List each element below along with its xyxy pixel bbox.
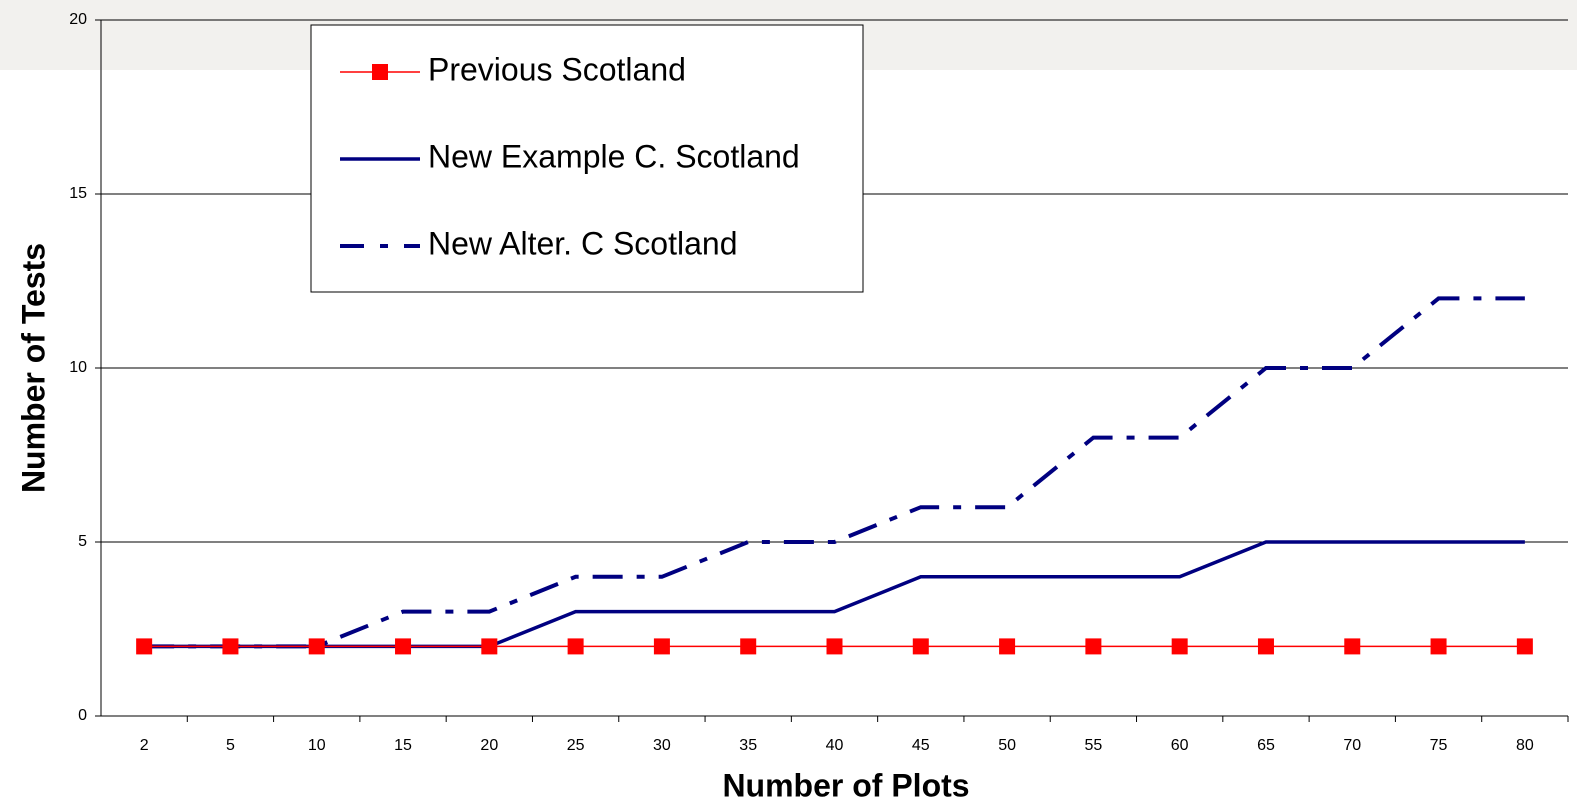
series-line	[144, 296, 1525, 649]
x-axis-title: Number of Plots	[722, 767, 969, 803]
y-tick-label: 0	[78, 707, 87, 724]
x-tick-label: 25	[567, 737, 585, 754]
x-tick-label: 35	[739, 737, 757, 754]
legend-label: Previous Scotland	[428, 51, 686, 87]
x-tick-label: 65	[1257, 737, 1275, 754]
x-tick-label: 30	[653, 737, 671, 754]
x-tick-label: 70	[1343, 737, 1361, 754]
marker	[653, 638, 670, 655]
legend: Previous Scotland New Example C. Scotland…	[310, 24, 864, 293]
marker	[222, 638, 239, 655]
y-axis-title: Number of Tests	[15, 243, 51, 493]
marker	[567, 638, 584, 655]
x-tick-label: 5	[226, 737, 235, 754]
legend-label: New Alter. C Scotland	[428, 225, 737, 261]
marker	[1171, 638, 1188, 655]
marker	[1430, 638, 1447, 655]
x-tick-label: 15	[394, 737, 412, 754]
marker	[826, 638, 843, 655]
marker	[395, 638, 412, 655]
x-tick-label: 80	[1516, 737, 1534, 754]
marker	[1344, 638, 1361, 655]
x-tick-label: 55	[1084, 737, 1102, 754]
marker	[1257, 638, 1274, 655]
marker	[999, 638, 1016, 655]
x-tick-label: 40	[826, 737, 844, 754]
y-tick-label: 10	[69, 359, 87, 376]
legend-marker	[372, 64, 388, 80]
x-tick-label: 10	[308, 737, 326, 754]
x-tick-label: 60	[1171, 737, 1189, 754]
marker	[308, 638, 325, 655]
x-tick-label: 45	[912, 737, 930, 754]
marker	[481, 638, 498, 655]
marker	[136, 638, 153, 655]
marker	[1516, 638, 1533, 655]
legend-label: New Example C. Scotland	[428, 138, 800, 174]
y-tick-label: 20	[69, 11, 87, 28]
x-tick-label: 2	[140, 737, 149, 754]
marker	[912, 638, 929, 655]
x-tick-label: 20	[480, 737, 498, 754]
marker	[740, 638, 757, 655]
x-tick-label: 75	[1430, 737, 1448, 754]
marker	[1085, 638, 1102, 655]
y-tick-label: 5	[78, 533, 87, 550]
y-tick-label: 15	[69, 185, 87, 202]
x-tick-label: 50	[998, 737, 1016, 754]
